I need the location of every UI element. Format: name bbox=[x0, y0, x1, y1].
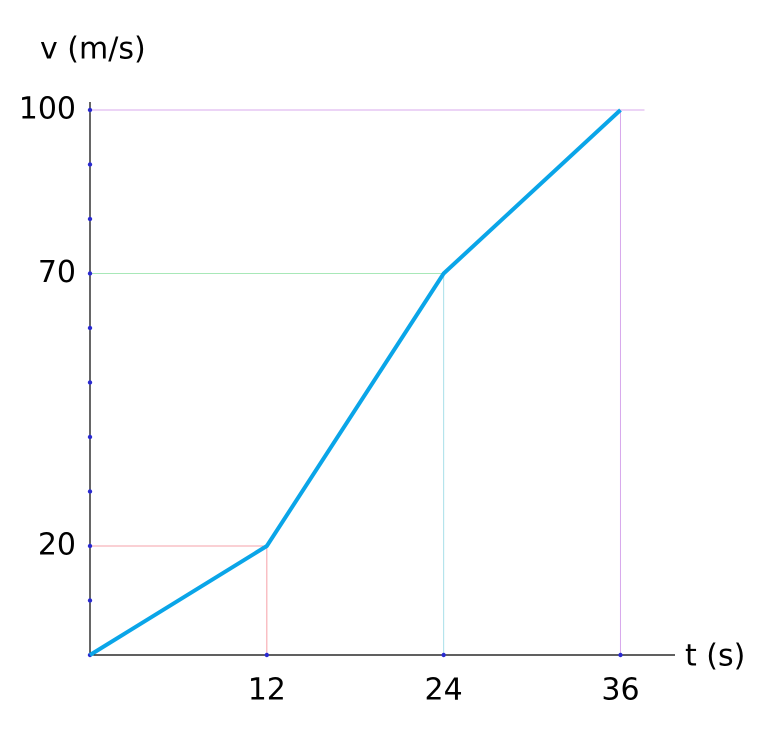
y-tick-dot bbox=[87, 543, 93, 549]
y-tick-label: 100 bbox=[19, 92, 76, 127]
y-tick-dot bbox=[87, 380, 93, 385]
y-tick-label: 20 bbox=[38, 528, 76, 563]
x-tick-dot bbox=[618, 652, 623, 658]
y-tick-dot bbox=[87, 216, 93, 222]
y-tick-dot bbox=[87, 489, 93, 494]
y-tick-dot bbox=[87, 271, 93, 276]
y-tick-dot bbox=[87, 325, 93, 331]
x-tick-dot bbox=[441, 652, 446, 658]
y-axis-label: v (m/s) bbox=[40, 32, 146, 67]
y-tick-dot bbox=[87, 107, 93, 113]
line bbox=[88, 108, 622, 657]
x-tick-label: 24 bbox=[425, 673, 463, 708]
x-tick-dot bbox=[264, 652, 270, 658]
y-tick-label: 70 bbox=[38, 255, 76, 290]
y-tick-dot bbox=[87, 434, 93, 440]
x-tick-label: 36 bbox=[601, 673, 639, 708]
y-tick-dot bbox=[87, 598, 93, 603]
y-tick-dot bbox=[87, 162, 93, 167]
x-tick-label: 12 bbox=[248, 673, 286, 708]
x-axis-label: t (s) bbox=[685, 639, 745, 674]
